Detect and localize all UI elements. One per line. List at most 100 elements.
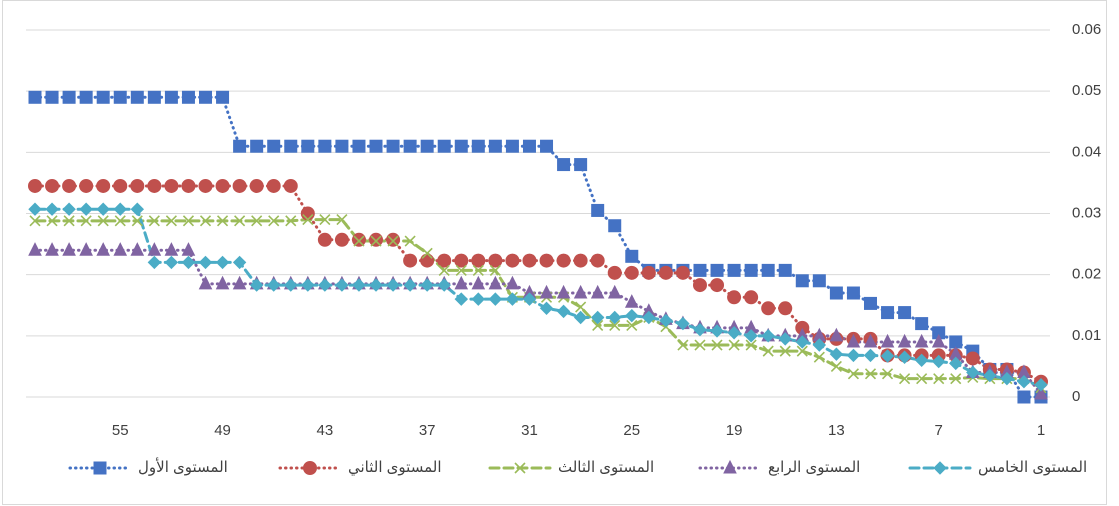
legend-label: المستوى الرابع <box>768 459 860 476</box>
data-point <box>761 263 775 277</box>
data-point <box>744 263 758 277</box>
data-point <box>488 275 503 290</box>
data-point <box>267 139 281 153</box>
data-point <box>318 139 332 153</box>
data-point <box>846 333 861 348</box>
data-point <box>318 278 332 292</box>
data-point <box>96 242 111 256</box>
data-point <box>607 265 622 280</box>
data-point <box>608 219 622 233</box>
data-point <box>198 255 213 270</box>
data-point <box>590 284 605 299</box>
data-point <box>471 292 486 306</box>
data-point <box>182 215 195 227</box>
data-point <box>147 178 162 193</box>
data-point <box>454 253 469 268</box>
data-point <box>454 292 468 306</box>
data-point <box>1000 371 1014 386</box>
data-point <box>113 242 128 256</box>
data-point <box>45 90 59 104</box>
data-point <box>863 296 877 310</box>
data-point <box>334 232 349 247</box>
data-point <box>147 255 162 270</box>
data-point <box>863 333 878 348</box>
x-tick-label: 49 <box>214 422 231 439</box>
data-point <box>352 278 366 292</box>
data-point <box>744 290 759 305</box>
data-point <box>336 214 348 226</box>
data-point <box>199 90 213 104</box>
data-point <box>642 310 656 325</box>
data-point <box>983 368 997 383</box>
y-tick-label: 0 <box>1072 388 1080 405</box>
data-point <box>45 242 59 256</box>
data-point <box>812 338 827 352</box>
data-point <box>727 326 741 340</box>
data-point <box>351 232 366 247</box>
data-point <box>626 319 638 332</box>
data-point <box>830 360 842 372</box>
data-point <box>113 90 127 104</box>
data-point <box>761 329 775 343</box>
data-point <box>488 253 503 268</box>
data-point <box>266 178 281 193</box>
data-point <box>300 206 315 221</box>
data-point <box>97 215 109 227</box>
data-point <box>505 292 520 306</box>
data-point <box>694 339 706 351</box>
data-point <box>676 316 690 331</box>
data-point <box>505 139 519 153</box>
data-point <box>522 139 536 153</box>
x-tick-label: 55 <box>112 422 129 439</box>
data-point <box>778 301 793 316</box>
data-point <box>28 202 42 216</box>
data-point <box>846 348 861 363</box>
x-tick-label: 31 <box>521 422 538 439</box>
data-point <box>489 264 501 276</box>
data-point <box>251 215 263 227</box>
data-point <box>437 253 452 268</box>
data-point <box>505 253 520 268</box>
data-point <box>540 139 554 153</box>
data-point <box>933 373 945 385</box>
legend-marker <box>723 459 737 474</box>
data-point <box>899 373 911 385</box>
data-point <box>711 339 723 351</box>
y-tick-label: 0.03 <box>1072 204 1101 221</box>
legend-label: المستوى الأول <box>138 457 228 476</box>
data-point <box>966 365 980 380</box>
data-point <box>488 139 502 153</box>
data-point <box>285 215 297 227</box>
data-point <box>199 215 212 227</box>
data-point <box>215 178 230 193</box>
data-point <box>727 263 741 277</box>
data-point <box>590 253 605 268</box>
data-point <box>916 373 928 385</box>
legend-marker <box>93 461 107 475</box>
data-point <box>590 310 605 325</box>
data-point <box>249 278 264 292</box>
data-point <box>829 327 844 342</box>
data-point <box>609 319 621 332</box>
data-point <box>147 242 162 256</box>
data-point <box>471 253 486 268</box>
data-point <box>556 253 571 268</box>
data-point <box>728 339 740 351</box>
data-point <box>437 278 451 292</box>
data-point <box>539 253 554 268</box>
data-point <box>965 351 980 366</box>
data-point <box>130 202 145 216</box>
data-point <box>369 278 383 292</box>
data-point <box>881 368 894 380</box>
data-point <box>505 275 520 290</box>
data-point <box>283 178 298 193</box>
data-point <box>62 242 76 256</box>
data-point <box>284 278 298 292</box>
data-point <box>471 275 486 290</box>
data-point <box>45 178 60 193</box>
data-point <box>625 308 639 323</box>
data-point <box>693 263 707 277</box>
data-point <box>915 317 929 331</box>
data-point <box>641 265 656 280</box>
